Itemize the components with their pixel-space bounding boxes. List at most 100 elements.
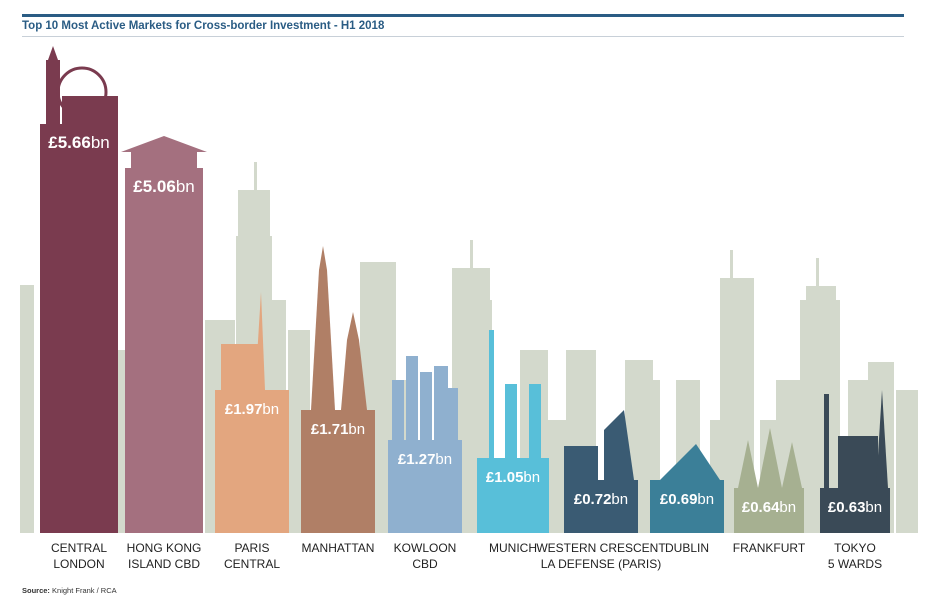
big-ben-spire xyxy=(48,46,58,60)
category-label: WESTERN CRESCENT LA DEFENSE (PARIS) xyxy=(536,541,666,571)
value-label: £1.71bn xyxy=(311,421,365,438)
frankfurt-gable xyxy=(758,428,782,488)
value-label: £5.06bn xyxy=(133,177,194,196)
value-label-currency: £ xyxy=(398,451,407,468)
kowloon-tower-silhouette xyxy=(406,356,418,440)
category-label: PARIS CENTRAL xyxy=(224,541,280,571)
bar xyxy=(820,390,890,533)
value-labels-group: £5.66bn£5.06bn£1.97bn£1.71bn£1.27bn£1.05… xyxy=(48,133,882,516)
kowloon-tower-silhouette xyxy=(392,380,404,440)
kowloon-tower-silhouette xyxy=(448,388,458,440)
value-label: £5.66bn xyxy=(48,133,109,152)
category-label-line: LONDON xyxy=(53,557,104,571)
frankfurt-gable xyxy=(782,442,802,488)
category-label: HONG KONG ISLAND CBD xyxy=(127,541,202,571)
bars-group xyxy=(40,46,890,533)
bar xyxy=(650,444,724,533)
category-label: KOWLOON CBD xyxy=(394,541,457,571)
category-label-line: DUBLIN xyxy=(665,541,709,555)
empire-state-silhouette xyxy=(311,246,335,410)
value-label-unit: bn xyxy=(697,491,714,508)
bar-body xyxy=(477,458,549,533)
value-label-unit: bn xyxy=(779,499,796,516)
skyline-tower xyxy=(20,285,34,533)
category-label: FRANKFURT xyxy=(733,541,806,555)
category-label: CENTRAL LONDON xyxy=(51,541,107,571)
category-label-line: FRANKFURT xyxy=(733,541,806,555)
tokyo-skytree-silhouette xyxy=(824,394,829,488)
bar-body xyxy=(564,480,638,533)
value-label-number: 5.06 xyxy=(143,177,176,196)
value-label-number: 0.64 xyxy=(750,499,780,516)
value-label-unit: bn xyxy=(176,177,195,196)
bar-body xyxy=(650,480,724,533)
category-label: TOKYO 5 WARDS xyxy=(828,541,882,571)
category-label: MUNICH xyxy=(489,541,537,555)
bar xyxy=(477,330,549,533)
category-label-line: WESTERN CRESCENT xyxy=(536,541,666,555)
tower-bridge-silhouette xyxy=(62,96,118,124)
tokyo-tower-silhouette xyxy=(876,390,888,488)
frauenkirche-tower xyxy=(505,384,517,458)
value-label-currency: £ xyxy=(660,491,669,508)
bar-body xyxy=(215,390,289,533)
category-label-line: ISLAND CBD xyxy=(128,557,200,571)
value-label-number: 1.97 xyxy=(233,401,262,418)
value-label-currency: £ xyxy=(225,401,234,418)
category-label: DUBLIN xyxy=(665,541,709,555)
value-label-unit: bn xyxy=(523,469,540,486)
title-divider xyxy=(22,36,904,37)
value-label-unit: bn xyxy=(435,451,452,468)
source-label: Source: xyxy=(22,586,50,595)
value-label-currency: £ xyxy=(133,177,143,196)
category-label-line: PARIS xyxy=(234,541,269,555)
value-label-currency: £ xyxy=(486,469,495,486)
category-label-line: HONG KONG xyxy=(127,541,202,555)
value-label-currency: £ xyxy=(574,491,583,508)
la-defense-tower-silhouette xyxy=(604,410,634,480)
category-label-line: CENTRAL xyxy=(51,541,107,555)
value-label-number: 0.69 xyxy=(668,491,697,508)
category-label-line: CENTRAL xyxy=(224,557,280,571)
value-label-unit: bn xyxy=(865,499,882,516)
arc-de-triomphe-silhouette xyxy=(221,344,261,390)
pagoda-roof xyxy=(121,136,207,152)
category-label-line: MANHATTAN xyxy=(302,541,375,555)
big-ben-silhouette xyxy=(46,60,60,124)
source-text: Knight Frank / RCA xyxy=(52,586,117,595)
category-label-line: CBD xyxy=(412,557,438,571)
kowloon-tower-silhouette xyxy=(434,366,448,440)
category-label-line: 5 WARDS xyxy=(828,557,882,571)
value-label: £0.63bn xyxy=(828,499,882,516)
skyline-spire xyxy=(254,162,257,190)
bar-body xyxy=(125,168,203,533)
bar xyxy=(734,428,804,533)
chart-title: Top 10 Most Active Markets for Cross-bor… xyxy=(22,20,385,32)
frankfurt-gable xyxy=(738,440,758,488)
frauenkirche-tower xyxy=(529,384,541,458)
value-label-number: 1.05 xyxy=(494,469,523,486)
olympic-tower-silhouette xyxy=(489,330,494,458)
skyline-tower xyxy=(896,390,918,533)
value-label: £0.64bn xyxy=(742,499,796,516)
value-label-currency: £ xyxy=(828,499,837,516)
category-label-line: MUNICH xyxy=(489,541,537,555)
value-label: £1.05bn xyxy=(486,469,540,486)
value-label-currency: £ xyxy=(742,499,751,516)
bar xyxy=(301,246,375,533)
category-label: MANHATTAN xyxy=(302,541,375,555)
value-label-number: 0.72 xyxy=(582,491,611,508)
skyline-spire xyxy=(816,258,819,286)
value-label: £1.97bn xyxy=(225,401,279,418)
category-labels-group: CENTRAL LONDON HONG KONG ISLAND CBD PARIS CEN… xyxy=(51,541,882,571)
skyline-spire xyxy=(730,250,733,278)
kowloon-tower-silhouette xyxy=(420,372,432,440)
bar xyxy=(215,292,289,533)
value-label: £1.27bn xyxy=(398,451,452,468)
value-label: £0.72bn xyxy=(574,491,628,508)
pagoda-body xyxy=(131,152,197,168)
value-label-currency: £ xyxy=(48,133,58,152)
value-label-unit: bn xyxy=(348,421,365,438)
value-label-number: 1.27 xyxy=(406,451,435,468)
